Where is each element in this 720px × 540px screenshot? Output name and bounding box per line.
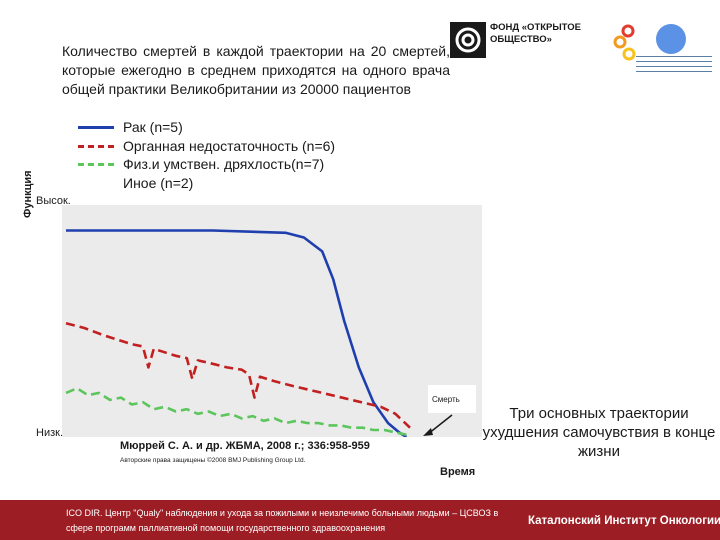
trajectory-chart: Смерть: [62, 205, 482, 437]
un-emblem-icon: [656, 24, 686, 54]
legend-label-other: Иное (n=2): [123, 174, 194, 191]
y-low-label: Низк.: [36, 427, 64, 439]
legend-item-organ-failure: Органная недостаточность (n=6): [78, 137, 418, 156]
chart-legend: Рак (n=5) Органная недостаточность (n=6)…: [78, 118, 418, 192]
open-society-logo-icon: [450, 22, 486, 58]
legend-label-frailty: Физ.и умствен. дряхлость(n=7): [123, 156, 325, 172]
legend-item-other: Иное (n=2): [78, 174, 418, 193]
x-axis-label: Время: [440, 466, 476, 478]
copyright: Авторские права защищены ©2008 BMJ Publi…: [120, 457, 306, 464]
legend-swatch-cancer: [78, 126, 114, 129]
legend-swatch-frailty: [78, 163, 114, 166]
death-arrow-icon: [423, 414, 453, 436]
foundation-name: ФОНД «ОТКРЫТОЕ ОБЩЕСТВО»: [490, 22, 581, 45]
series-layer: [65, 229, 411, 437]
series-line-1: [65, 322, 411, 429]
footer-left-text: ICO DIR. Центр "Qualy" наблюдения и уход…: [66, 508, 499, 533]
intro-text: Количество смертей в каждой траектории н…: [62, 43, 450, 97]
y-high-label: Высок.: [36, 195, 71, 207]
side-caption: Три основных траектории ухудшения самочу…: [482, 405, 716, 460]
death-label: Смерть: [432, 395, 460, 404]
footer-right-text: Каталонский Институт Онкологии: [528, 515, 720, 527]
y-axis-label: Функция: [22, 170, 34, 218]
legend-label-organ-failure: Органная недостаточность (n=6): [123, 137, 336, 154]
legend-label-cancer: Рак (n=5): [123, 119, 183, 135]
death-label-box: [428, 385, 476, 413]
plot-background: [62, 205, 482, 437]
circles-logo-icon: [612, 24, 640, 64]
legend-item-cancer: Рак (n=5): [78, 118, 418, 137]
footer-bar: ICO DIR. Центр "Qualy" наблюдения и уход…: [0, 500, 720, 540]
legend-item-frailty: Физ.и умствен. дряхлость(n=7): [78, 155, 418, 174]
legend-swatch-organ-failure: [78, 144, 114, 148]
series-line-0: [66, 229, 408, 437]
citation: Мюррей С. А. и др. ЖБМА, 2008 г.; 336:95…: [120, 440, 370, 452]
series-line-2: [65, 387, 407, 436]
un-emblem-caption-icon: [636, 56, 712, 80]
